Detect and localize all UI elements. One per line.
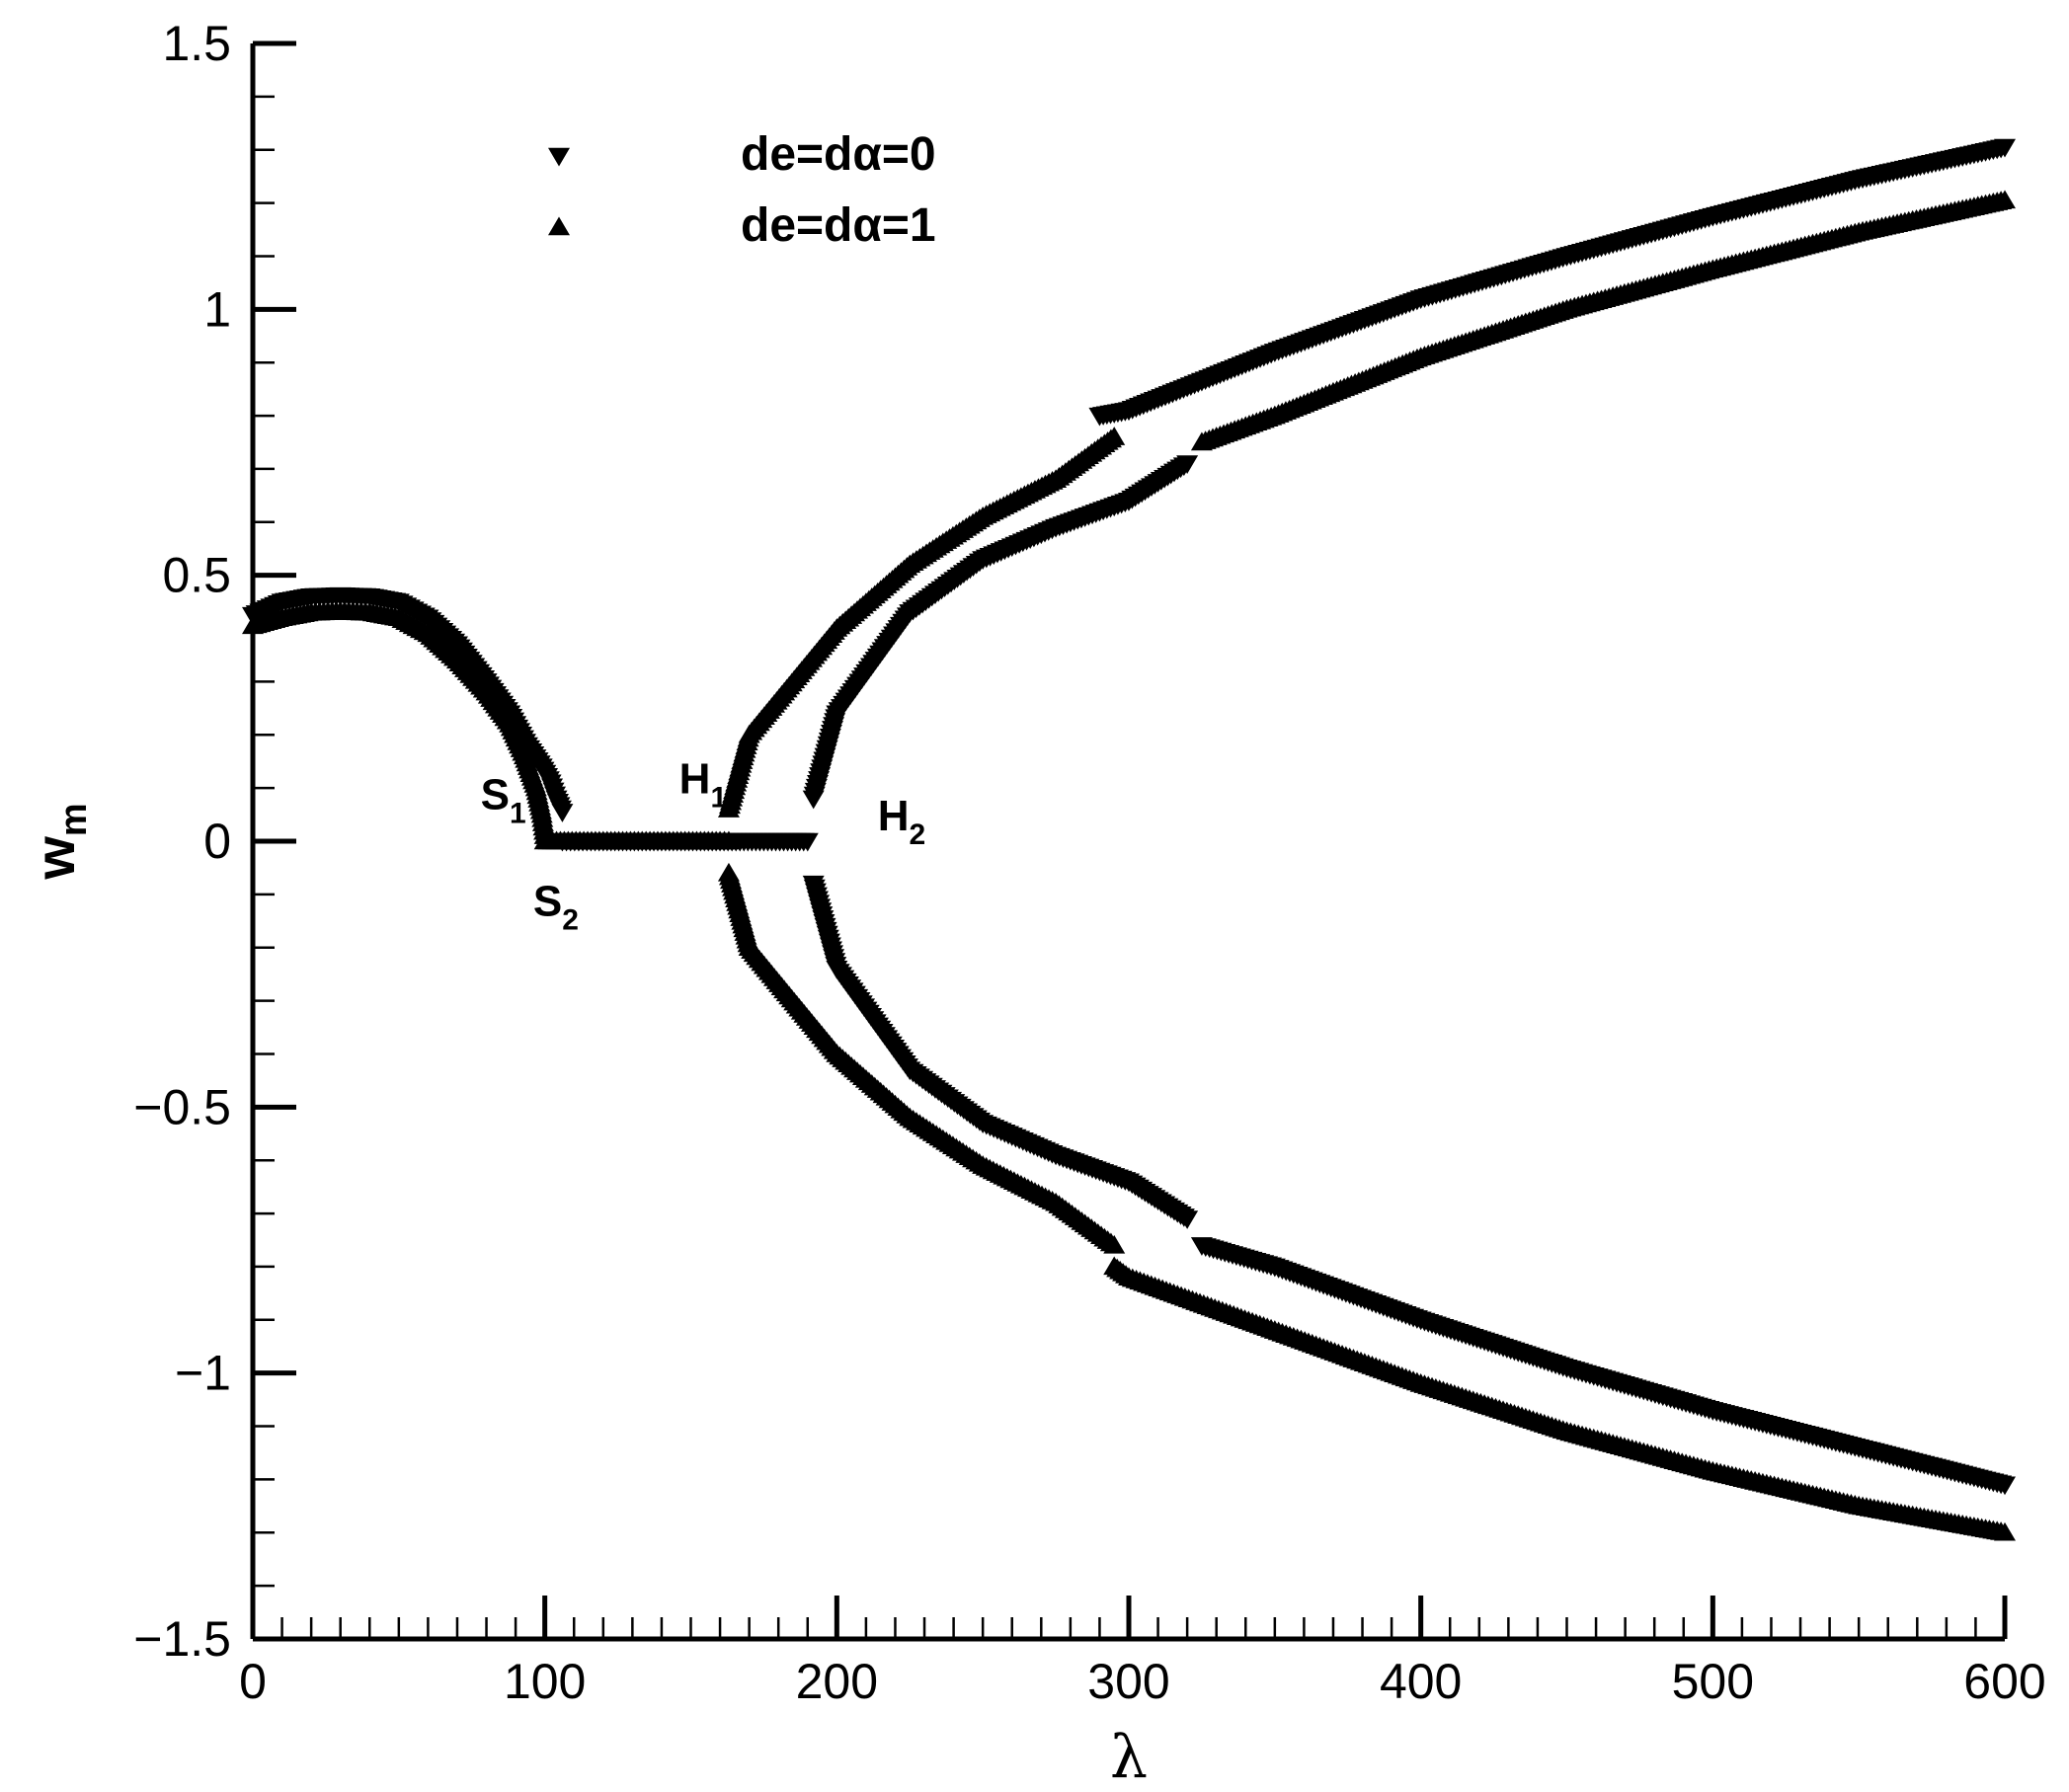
y-tick-label: −0.5	[133, 1079, 231, 1134]
x-tick-label: 500	[1672, 1654, 1754, 1709]
data-point	[1994, 138, 2016, 158]
y-tick-label: −1	[175, 1346, 231, 1401]
data-point	[1176, 1210, 1199, 1229]
data-point	[717, 830, 740, 850]
data-point	[796, 832, 819, 852]
annotation-label: H	[878, 792, 910, 840]
annotation-s2: S2	[533, 877, 579, 936]
y-tick-label: 0	[203, 814, 231, 869]
y-tick-label: 1	[203, 281, 231, 337]
y-axis-label-main: w	[24, 836, 86, 881]
annotation-label: S	[533, 877, 562, 925]
y-tick-label: −1.5	[133, 1611, 231, 1667]
x-tick-label: 0	[239, 1654, 267, 1709]
data-marks	[242, 138, 2016, 1541]
x-tick-label: 400	[1380, 1654, 1462, 1709]
tick-labels: −1.5 −1 −0.5 0 0.5 1 1.5 0 100 200 300 400 500 600	[133, 16, 2045, 1709]
x-tick-label: 200	[796, 1654, 878, 1709]
legend-marker	[548, 147, 570, 167]
legend-label: de=dα=1	[741, 199, 936, 252]
y-axis-label: wm	[24, 803, 95, 880]
legend: de=dα=0 de=dα=1	[548, 128, 936, 252]
data-point	[1103, 427, 1126, 445]
x-tick-label: 100	[504, 1654, 586, 1709]
annotation-subscript: 1	[510, 798, 526, 830]
series-de-dalpha-1	[242, 190, 2016, 1541]
x-tick-label: 600	[1963, 1654, 2045, 1709]
data-point	[1994, 1476, 2016, 1496]
annotation-label: H	[679, 755, 711, 804]
y-axis-label-sub: m	[53, 803, 95, 836]
plot-frame	[250, 43, 2005, 1642]
data-point	[1994, 190, 2016, 209]
data-point	[551, 804, 574, 822]
x-axis-label: λ	[1110, 1723, 1148, 1792]
annotation-h1: H1	[679, 755, 727, 815]
x-tick-label: 300	[1087, 1654, 1169, 1709]
data-point	[1994, 1521, 2016, 1541]
data-point	[1176, 455, 1199, 474]
y-tick-label: 1.5	[162, 16, 231, 71]
annotation-subscript: 1	[710, 782, 727, 815]
y-tick-label: 0.5	[162, 548, 231, 603]
axis-ticks	[250, 40, 2008, 1642]
legend-marker	[548, 216, 570, 236]
annotation-label: S	[481, 771, 510, 819]
legend-label: de=dα=0	[741, 128, 936, 181]
annotation-subscript: 2	[910, 818, 926, 851]
annotation-h2: H2	[878, 792, 925, 851]
annotation-s1: S1	[481, 771, 526, 830]
data-point	[1103, 1234, 1126, 1254]
annotation-subscript: 2	[562, 903, 579, 936]
